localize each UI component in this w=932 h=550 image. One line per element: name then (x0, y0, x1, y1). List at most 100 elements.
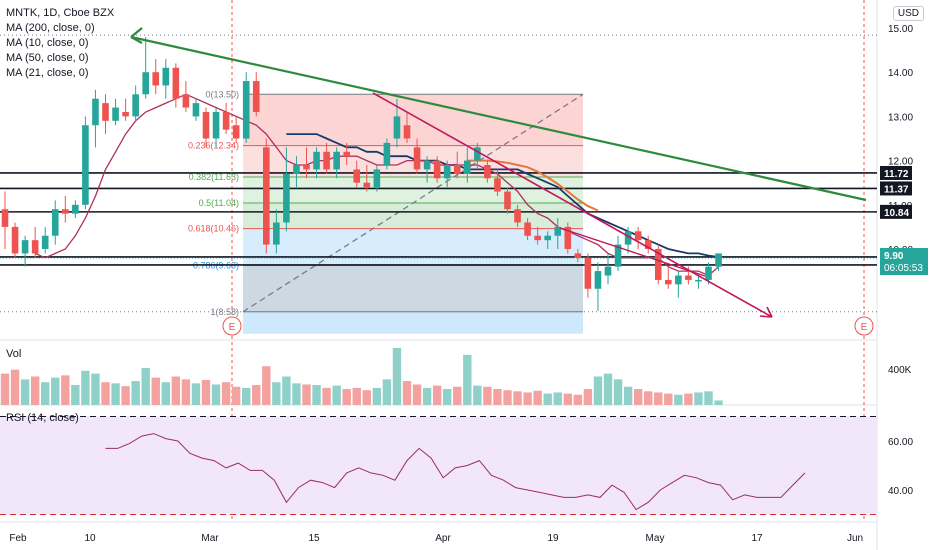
candle-body (232, 125, 240, 139)
volume-bar (422, 387, 432, 405)
candle-body (675, 275, 682, 285)
x-tick-label: Mar (201, 533, 219, 544)
legend-ma200: MA (200, close, 0) (6, 22, 95, 34)
volume-bar (81, 370, 90, 405)
candle-body (474, 147, 481, 161)
candle-body (82, 125, 89, 205)
fib-label: 0.5(11.04) (199, 198, 239, 208)
volume-bar (613, 379, 623, 405)
earnings-marker-label: E (229, 322, 236, 333)
volume-bar (533, 390, 542, 405)
candle-body (544, 235, 551, 241)
candle-body (122, 111, 129, 117)
x-tick-label: May (646, 533, 665, 544)
ma50-line (467, 159, 599, 212)
candle-body (242, 81, 250, 139)
volume-tick-label: 400K (888, 365, 912, 376)
volume-bar (262, 366, 271, 405)
candle-body (443, 165, 451, 179)
volume-bar (101, 382, 110, 405)
volume-bar (463, 354, 472, 405)
last-price-tag (880, 248, 928, 275)
rsi-tick-label: 60.00 (888, 437, 913, 448)
candle-body (132, 94, 139, 117)
candle-body (172, 67, 180, 99)
volume-bar (302, 384, 311, 405)
volume-bar (181, 379, 191, 405)
red-trend-line (372, 92, 773, 318)
y-tick-label: 13.00 (888, 112, 913, 123)
price-tag-label: 11.72 (884, 169, 909, 180)
volume-bar (453, 386, 462, 405)
candle-body (31, 240, 39, 254)
candle-body (273, 222, 280, 245)
volume-bar (332, 385, 341, 405)
volume-bar (603, 373, 613, 405)
volume-bar (201, 379, 211, 405)
volume-bar (292, 383, 301, 405)
volume-bar (473, 385, 482, 405)
candle-body (715, 253, 722, 267)
earnings-marker-label: E (861, 322, 868, 333)
volume-bar (352, 387, 361, 405)
candle-body (62, 209, 69, 214)
volume-bar (0, 373, 10, 405)
volume-bar (704, 391, 713, 405)
volume-bar (664, 393, 673, 405)
candle-body (343, 151, 350, 157)
chart-legend: MNTK, 1D, Cboe BZX MA (200, close, 0) MA… (6, 6, 114, 81)
last-price-label: 9.90 (884, 251, 904, 262)
x-tick-label: 17 (751, 533, 763, 544)
candle-body (464, 160, 471, 174)
x-tick-label: Feb (9, 533, 27, 544)
volume-bar (322, 387, 331, 405)
volume-bar (10, 369, 20, 405)
volume-bar (392, 348, 402, 405)
volume-bar (593, 376, 603, 405)
red-trend-arrowhead (759, 306, 773, 318)
x-tick-label: 10 (84, 533, 96, 544)
candle-body (413, 147, 421, 170)
volume-bar (644, 391, 653, 405)
candle-body (212, 111, 220, 139)
candle-body (685, 275, 692, 280)
volume-bar (523, 392, 532, 405)
volume-bar (30, 376, 40, 405)
volume-bar (161, 382, 170, 405)
y-tick-label: 15.00 (888, 24, 913, 35)
volume-bar (573, 394, 583, 405)
x-tick-label: Apr (435, 533, 451, 544)
volume-bar (231, 386, 241, 405)
volume-bar (141, 367, 150, 405)
fib-zone (243, 265, 583, 312)
volume-bar (382, 379, 392, 405)
candle-body (363, 182, 371, 188)
candle-body (11, 226, 19, 254)
candle-body (383, 142, 391, 166)
volume-bar (402, 381, 412, 405)
y-tick-label: 12.00 (888, 157, 913, 168)
volume-bar (623, 386, 633, 405)
candle-body (494, 178, 501, 192)
fib-zone (243, 203, 583, 229)
candle-body (353, 169, 361, 183)
earnings-marker (222, 316, 242, 336)
candle-body (534, 235, 541, 241)
volume-bar (543, 393, 552, 405)
volume-bar (312, 385, 321, 405)
y-tick-label: 14.00 (888, 68, 913, 79)
candle-body (41, 235, 49, 249)
volume-bar (151, 377, 160, 405)
green-trend-line (130, 35, 867, 202)
candle-body (665, 279, 672, 285)
symbol-title: MNTK, 1D, Cboe BZX (6, 7, 115, 19)
volume-bar (714, 400, 723, 405)
volume-bar (694, 392, 703, 405)
currency-button[interactable]: USD (892, 6, 924, 21)
volume-bar (131, 381, 140, 405)
volume-bar (61, 375, 70, 405)
fib-label: 0.618(10.46) (188, 224, 239, 234)
volume-bar (221, 382, 231, 405)
candle-body (1, 209, 9, 227)
